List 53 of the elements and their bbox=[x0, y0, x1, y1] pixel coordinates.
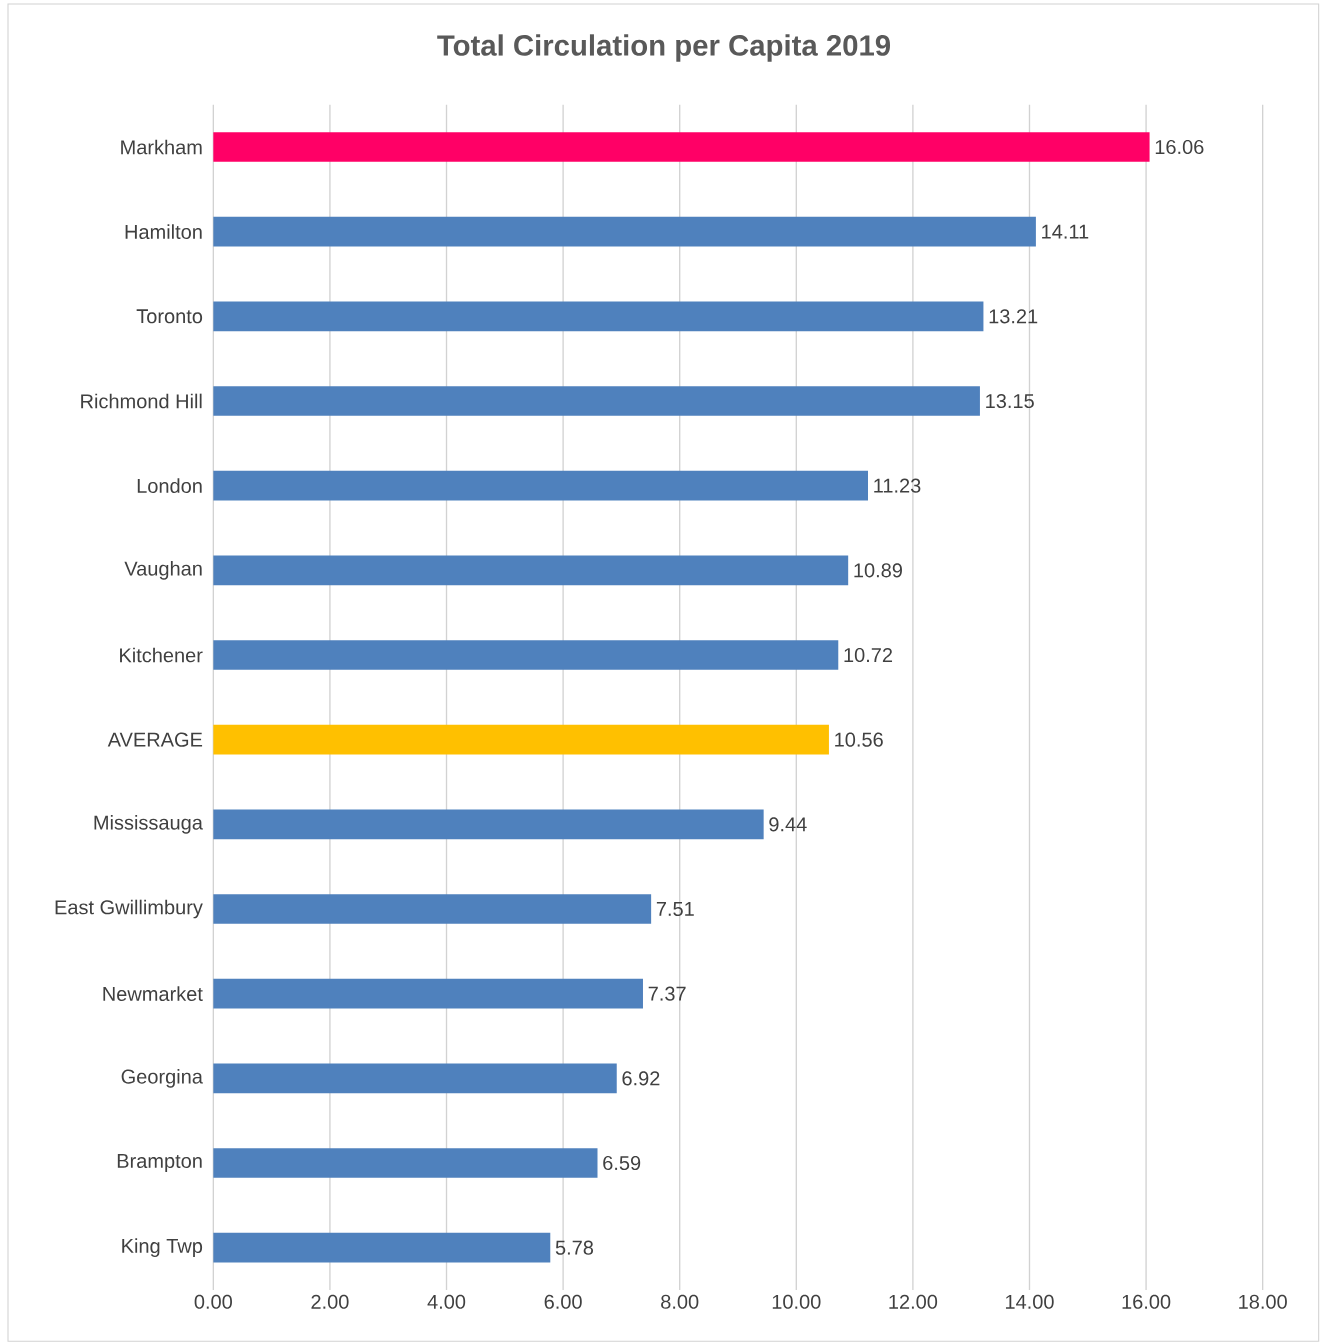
data-label: 7.51 bbox=[656, 902, 694, 916]
data-label: 10.72 bbox=[844, 647, 893, 663]
x-tick-label: 10.00 bbox=[772, 1294, 821, 1309]
bar bbox=[213, 640, 839, 670]
data-label: 10.56 bbox=[835, 732, 883, 747]
bar bbox=[213, 1232, 551, 1263]
x-tick-label: 16.00 bbox=[1122, 1294, 1171, 1309]
bar bbox=[213, 216, 1036, 247]
x-tick-label: 14.00 bbox=[1005, 1294, 1054, 1309]
y-tick-label: London bbox=[137, 478, 202, 494]
x-tick-label: 18.00 bbox=[1239, 1294, 1287, 1309]
bar bbox=[213, 1063, 617, 1094]
x-tick-label: 0.00 bbox=[194, 1294, 232, 1309]
bar bbox=[213, 978, 643, 1009]
x-tick-label: 4.00 bbox=[427, 1294, 466, 1309]
x-tick-label: 2.00 bbox=[311, 1294, 349, 1309]
y-tick-label: Mississauga bbox=[94, 815, 203, 834]
y-tick-label: Georgina bbox=[121, 1069, 203, 1088]
x-tick-label: 8.00 bbox=[661, 1294, 699, 1309]
bar bbox=[213, 301, 984, 332]
data-label: 16.06 bbox=[1155, 139, 1204, 155]
bar bbox=[213, 470, 868, 501]
data-label: 7.37 bbox=[648, 986, 686, 1001]
y-tick-label: Kitchener bbox=[120, 647, 203, 663]
bar bbox=[213, 386, 980, 416]
data-label: 6.59 bbox=[603, 1155, 641, 1171]
data-label: 6.92 bbox=[622, 1071, 660, 1086]
data-label: 13.21 bbox=[989, 309, 1038, 324]
y-tick-label: Vaughan bbox=[124, 561, 202, 580]
y-tick-label: East Gwillimbury bbox=[55, 899, 203, 919]
y-tick-label: AVERAGE bbox=[107, 732, 203, 747]
data-label: 5.78 bbox=[555, 1240, 594, 1255]
bar bbox=[213, 809, 764, 840]
y-tick-label: Toronto bbox=[136, 309, 203, 324]
y-tick-label: Brampton bbox=[117, 1154, 202, 1172]
y-tick-label: Hamilton bbox=[125, 224, 202, 240]
data-label: 10.89 bbox=[854, 563, 902, 578]
x-tick-label: 12.00 bbox=[889, 1294, 938, 1309]
data-label: 13.15 bbox=[986, 393, 1034, 409]
y-tick-label: Newmarket bbox=[103, 986, 203, 1002]
bar bbox=[213, 894, 652, 924]
data-label: 11.23 bbox=[874, 478, 921, 493]
bar bbox=[213, 724, 829, 755]
x-tick-label: 6.00 bbox=[544, 1294, 582, 1309]
y-tick-label: King Twp bbox=[122, 1238, 203, 1257]
data-label: 9.44 bbox=[769, 817, 807, 832]
bar bbox=[213, 1148, 598, 1178]
data-label: 14.11 bbox=[1042, 224, 1089, 239]
bar bbox=[213, 555, 849, 586]
chart-title: Total Circulation per Capita 2019 bbox=[437, 34, 891, 62]
bar bbox=[213, 132, 1150, 162]
y-tick-label: Markham bbox=[121, 139, 202, 155]
y-tick-label: Richmond Hill bbox=[81, 393, 202, 409]
